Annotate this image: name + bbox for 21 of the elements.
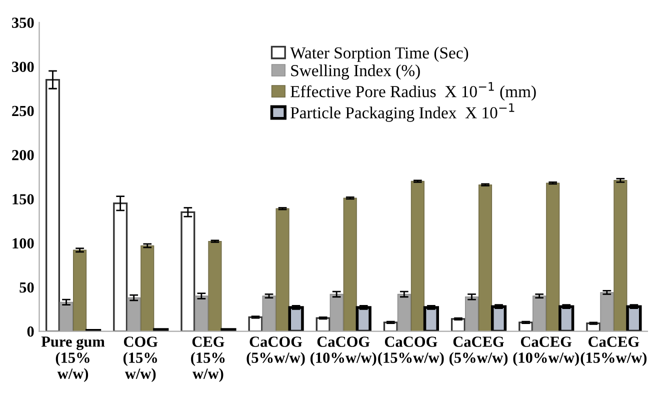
legend-label: Swelling Index (%): [291, 64, 420, 80]
y-tick-label: 100: [12, 238, 34, 248]
y-tick-label: 250: [12, 106, 34, 116]
legend-label: Water Sorption Time (Sec): [290, 46, 468, 62]
x-tick-label: CaCOG (5%w/w): [246, 336, 305, 366]
y-tick-label: 200: [12, 150, 34, 160]
x-tick-label: CaCEG (15%w/w): [580, 336, 647, 366]
x-tick-label: CaCOG (10%w/w): [310, 336, 376, 366]
x-tick-label: CaCOG (15%w/w): [378, 336, 444, 366]
legend-label: Particle Packaging Index X 10$^{−1}$: [290, 103, 514, 122]
y-tick-label: 300: [12, 62, 34, 72]
y-tick-label: 150: [12, 194, 34, 204]
x-tick-label: Pure gum (15% w/w): [41, 336, 105, 382]
x-tick-label: CEG (15% w/w): [191, 336, 225, 382]
y-tick-label: 50: [20, 282, 34, 293]
legend-label: Effective Pore Radius X 10$^{−1}$ (mm): [290, 82, 536, 101]
x-tick-label: COG (15% w/w): [123, 336, 158, 382]
y-tick-label: 0: [27, 326, 34, 337]
x-tick-label: CaCEG (5%w/w): [449, 336, 508, 366]
x-tick-label: CaCEG (10%w/w): [513, 336, 579, 366]
y-tick-label: 350: [12, 18, 34, 28]
